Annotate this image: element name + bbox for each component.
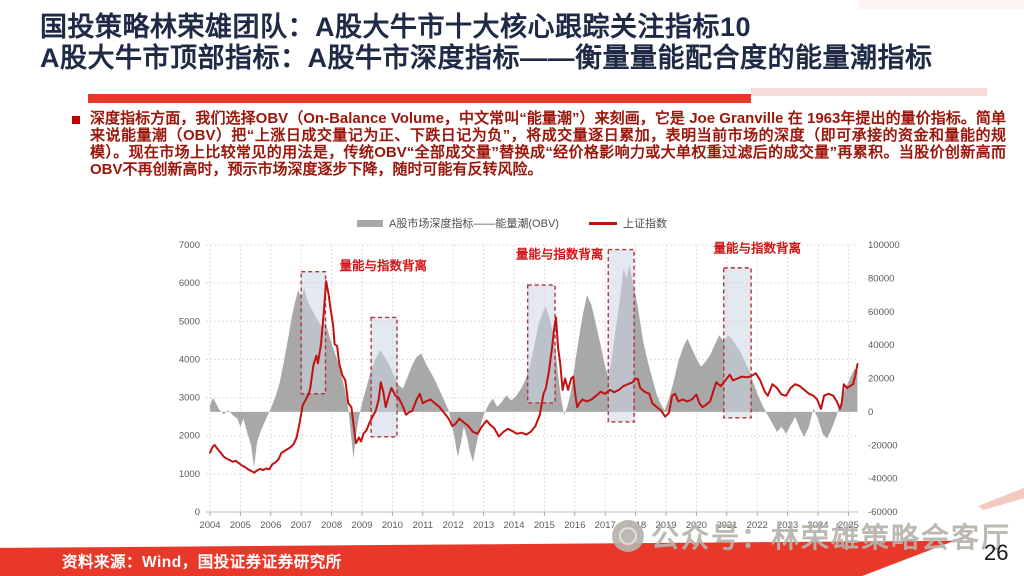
svg-text:2021: 2021	[716, 520, 737, 531]
svg-text:2000: 2000	[179, 431, 200, 442]
svg-text:5000: 5000	[179, 316, 200, 327]
watermark-logo-icon	[612, 520, 644, 552]
svg-text:1000: 1000	[179, 469, 200, 480]
svg-text:-20000: -20000	[868, 440, 898, 451]
slide-title-line2: A股大牛市顶部指标：A股牛市深度指标——衡量量能配合度的能量潮指标	[40, 43, 933, 73]
title-underline	[88, 94, 751, 103]
svg-text:量能与指数背离: 量能与指数背离	[340, 258, 428, 273]
svg-text:2016: 2016	[564, 520, 585, 531]
svg-text:2019: 2019	[655, 520, 676, 531]
divergence-boxes	[300, 248, 752, 438]
svg-text:2013: 2013	[473, 520, 494, 531]
legend-label-obv: A股市场深度指标——能量潮(OBV)	[389, 218, 559, 230]
slide-header: 国投策略林荣雄团队：A股大牛市十大核心跟踪关注指标10 A股大牛市顶部指标：A股…	[40, 12, 1020, 74]
legend-item-sse: 上证指数	[588, 215, 667, 231]
svg-text:2007: 2007	[291, 520, 312, 531]
svg-text:2025: 2025	[838, 520, 859, 531]
svg-text:2012: 2012	[443, 520, 464, 531]
svg-text:3000: 3000	[179, 393, 200, 404]
legend-swatch-sse	[588, 221, 617, 225]
svg-text:2006: 2006	[260, 520, 281, 531]
svg-text:2014: 2014	[503, 520, 524, 531]
svg-text:4000: 4000	[179, 354, 200, 365]
svg-text:20000: 20000	[868, 374, 894, 385]
svg-text:2011: 2011	[413, 520, 433, 531]
svg-text:2015: 2015	[534, 520, 555, 531]
svg-text:40000: 40000	[868, 340, 894, 351]
source-note: 资料来源：Wind，国投证券证券研究所	[62, 554, 342, 571]
svg-text:2017: 2017	[595, 520, 616, 531]
svg-text:6000: 6000	[179, 278, 200, 289]
svg-text:2004: 2004	[199, 520, 220, 531]
svg-text:-40000: -40000	[868, 474, 898, 485]
watermark-text: 公众号：林荣雄策略会客厅	[651, 522, 1012, 553]
svg-text:60000: 60000	[868, 307, 894, 318]
svg-text:0: 0	[868, 407, 873, 418]
top-right-deco	[858, 0, 1024, 9]
svg-text:0: 0	[195, 507, 200, 518]
title-underline-faint	[751, 88, 987, 96]
legend-label-sse: 上证指数	[622, 218, 667, 230]
body-block: 深度指标方面，我们选择OBV（On-Balance Volume，中文常叫“能量…	[68, 110, 1006, 178]
svg-text:2008: 2008	[321, 520, 342, 531]
legend-swatch-obv	[357, 219, 384, 227]
watermark: 公众号：林荣雄策略会客厅	[612, 516, 1011, 556]
svg-text:量能与指数背离: 量能与指数背离	[713, 241, 801, 256]
body-paragraph: 深度指标方面，我们选择OBV（On-Balance Volume，中文常叫“能量…	[90, 110, 1006, 178]
chart-axes: 2004 2005 2006 2007 2008 2009 2010 2011 2012 2013…	[179, 240, 900, 531]
svg-text:2009: 2009	[351, 520, 372, 531]
bullet-square-icon	[72, 116, 80, 124]
svg-text:2024: 2024	[807, 520, 828, 531]
legend-item-obv: A股市场深度指标——能量潮(OBV)	[357, 215, 559, 231]
chart-legend: A股市场深度指标——能量潮(OBV) 上证指数	[0, 215, 1024, 231]
slide-title-line1: 国投策略林荣雄团队：A股大牛市十大核心跟踪关注指标10	[40, 12, 752, 42]
svg-text:2010: 2010	[382, 520, 403, 531]
svg-text:2005: 2005	[230, 520, 251, 531]
svg-text:100000: 100000	[868, 240, 900, 251]
svg-text:量能与指数背离: 量能与指数背离	[516, 246, 604, 261]
svg-text:-60000: -60000	[868, 507, 898, 518]
svg-text:2023: 2023	[777, 520, 798, 531]
chart: 量能与指数背离 量能与指数背离 量能与指数背离 2004 2005 2006 2007 200…	[170, 236, 915, 536]
svg-text:2022: 2022	[747, 520, 768, 531]
page-number: 26	[984, 540, 1009, 565]
sse-line-series	[209, 280, 859, 474]
svg-text:80000: 80000	[868, 273, 894, 284]
bottom-right-deco	[978, 487, 1024, 510]
svg-text:2020: 2020	[686, 520, 707, 531]
svg-text:7000: 7000	[179, 240, 200, 251]
